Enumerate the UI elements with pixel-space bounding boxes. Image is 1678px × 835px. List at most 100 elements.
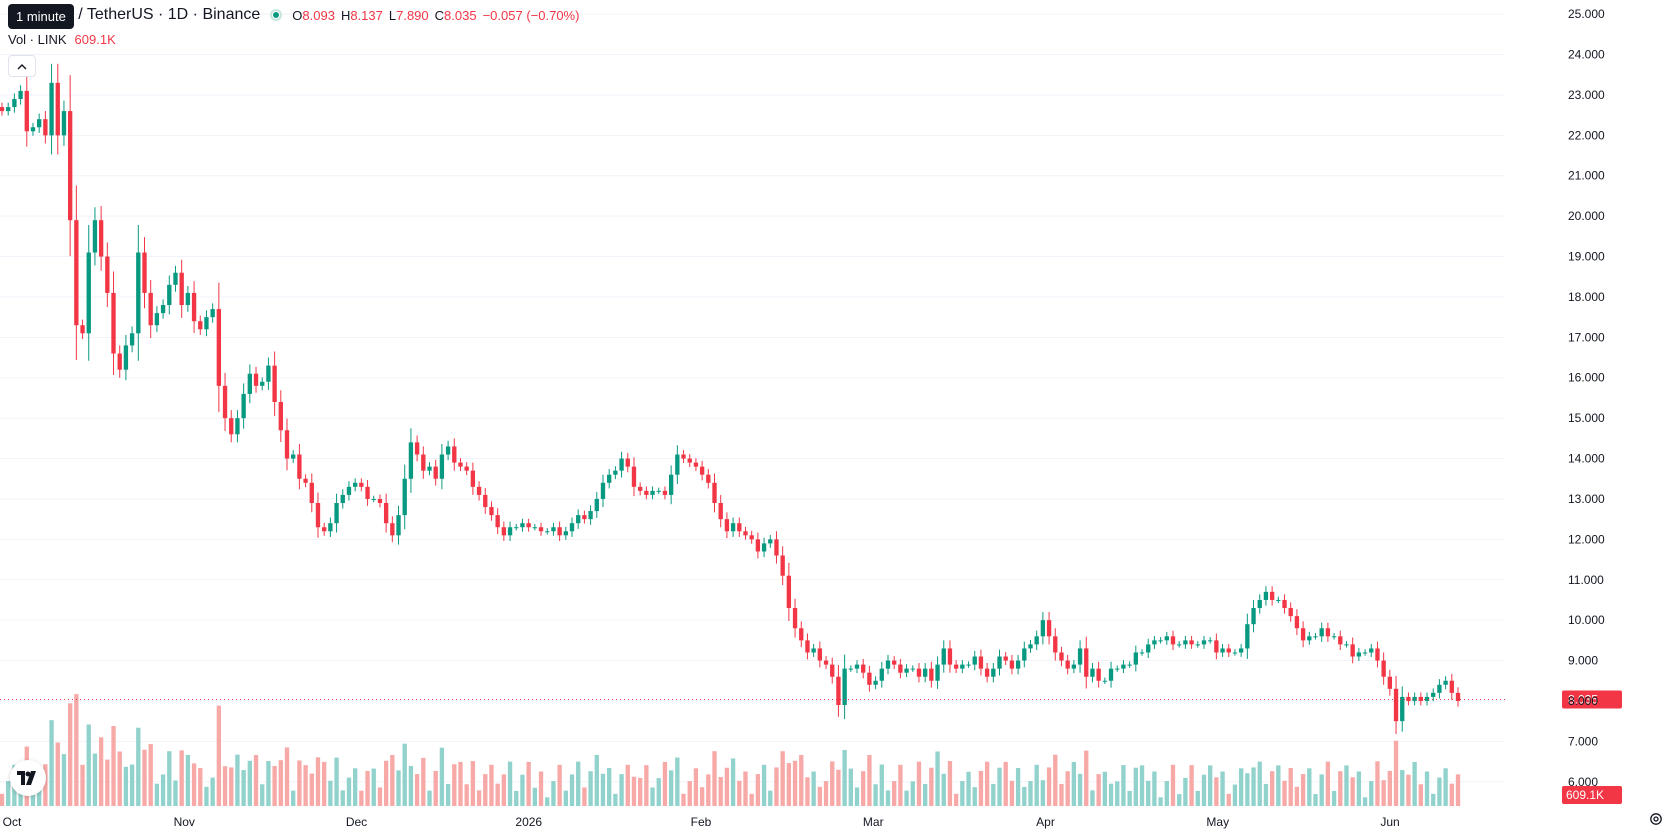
candle-body xyxy=(817,648,823,661)
volume-bar xyxy=(1133,767,1138,806)
candle-body xyxy=(1226,648,1231,653)
volume-bar xyxy=(1084,750,1089,806)
volume-bar xyxy=(947,761,953,806)
volume-bar xyxy=(1201,774,1207,806)
candle-body xyxy=(538,527,544,532)
candle-body xyxy=(935,664,940,681)
time-axis[interactable]: Oct Nov Dec 2026 Feb Mar Apr May Jun xyxy=(3,815,1400,829)
volume-bar xyxy=(129,764,135,806)
candle-body xyxy=(1251,608,1256,625)
candle-body xyxy=(1300,628,1306,641)
volume-bar xyxy=(792,760,798,806)
candle-body xyxy=(1127,664,1132,666)
price-tick-label: 19.000 xyxy=(1568,250,1605,264)
volume-bar xyxy=(1263,783,1269,806)
candle-body xyxy=(30,127,36,132)
volume-bar xyxy=(873,784,878,806)
volume-bar xyxy=(1412,761,1417,806)
volume-bar xyxy=(1294,786,1300,806)
candle-body xyxy=(867,672,872,685)
volume-bar xyxy=(1059,783,1064,806)
candle-body xyxy=(359,482,364,487)
last-price-line: 8.035 609.1K xyxy=(0,690,1622,804)
candle-body xyxy=(1437,684,1442,693)
candle-body xyxy=(1108,668,1114,681)
volume-bar xyxy=(346,777,352,806)
candle-body xyxy=(910,668,915,670)
volume-bar xyxy=(1282,780,1287,806)
candle-body xyxy=(24,90,29,132)
candle-body xyxy=(1009,660,1015,669)
volume-bar xyxy=(1369,781,1374,806)
candle-body xyxy=(1046,620,1052,637)
candle-body xyxy=(1369,648,1374,653)
interval-tooltip: 1 minute xyxy=(8,4,74,29)
candle-body xyxy=(960,664,965,669)
candle-body xyxy=(297,454,302,479)
price-tick-label: 15.000 xyxy=(1568,411,1605,425)
candle-body xyxy=(972,656,977,665)
candle-body xyxy=(805,640,810,653)
volume-bar xyxy=(80,764,85,806)
close-label: C xyxy=(434,7,445,23)
volume-bar xyxy=(1276,765,1281,806)
volume-bar xyxy=(631,776,637,806)
volume-bar xyxy=(1350,777,1355,806)
volume-bar xyxy=(848,768,853,806)
candle-body xyxy=(1387,676,1393,689)
volume-bar xyxy=(1158,797,1163,806)
candle-body xyxy=(929,668,934,681)
volume-bar xyxy=(260,784,265,806)
candle-body xyxy=(854,664,860,669)
candle-body xyxy=(1449,680,1454,693)
candle-body xyxy=(377,498,383,503)
volume-legend[interactable]: Vol · LINK 609.1K xyxy=(8,32,116,47)
volume-bar xyxy=(6,781,11,806)
volume-bar xyxy=(576,761,581,806)
volume-bar xyxy=(588,771,593,806)
price-axis[interactable]: 25.000 24.000 23.000 22.000 21.000 20.000 19.0… xyxy=(1568,7,1605,789)
candle-body xyxy=(111,292,116,354)
time-tick-label: Apr xyxy=(1036,815,1055,829)
candle-body xyxy=(433,466,438,479)
volume-bar xyxy=(235,754,240,806)
candle-body xyxy=(978,656,984,669)
candle-body xyxy=(743,531,748,536)
volume-bar xyxy=(514,790,519,806)
candle-body xyxy=(1344,644,1349,646)
price-tick-label: 18.000 xyxy=(1568,290,1605,304)
price-tick-label: 12.000 xyxy=(1568,532,1605,546)
volume-bar xyxy=(774,767,779,806)
volume-bar xyxy=(699,787,705,806)
candle-body xyxy=(328,523,333,532)
candle-body xyxy=(1090,668,1095,677)
candle-body xyxy=(1319,628,1324,637)
time-tick-label: Nov xyxy=(174,815,195,829)
volume-bar xyxy=(854,787,860,806)
candle-body xyxy=(780,555,785,576)
volume-bar xyxy=(904,790,909,806)
candle-body xyxy=(916,668,922,677)
candle-body xyxy=(43,119,48,136)
candle-body xyxy=(1053,636,1058,653)
volume-bar xyxy=(173,780,178,806)
candle-body xyxy=(1238,648,1244,653)
volume-bar xyxy=(1381,780,1386,806)
volume-bar xyxy=(117,751,122,806)
gear-icon[interactable] xyxy=(1648,811,1664,827)
volume-bar xyxy=(123,766,129,806)
candle-body xyxy=(365,486,370,499)
volume-bar xyxy=(675,757,680,806)
volume-bar xyxy=(1251,767,1256,806)
collapse-legend-button[interactable] xyxy=(8,55,36,77)
candle-body xyxy=(774,539,779,556)
volume-bar xyxy=(861,771,866,806)
time-tick-label: Dec xyxy=(346,815,367,829)
market-status-icon[interactable] xyxy=(270,9,283,21)
volume-bar xyxy=(1071,761,1077,806)
tradingview-logo-icon[interactable] xyxy=(10,760,46,796)
volume-bar xyxy=(625,764,630,806)
candle-body xyxy=(873,680,878,685)
candle-body xyxy=(458,462,463,467)
